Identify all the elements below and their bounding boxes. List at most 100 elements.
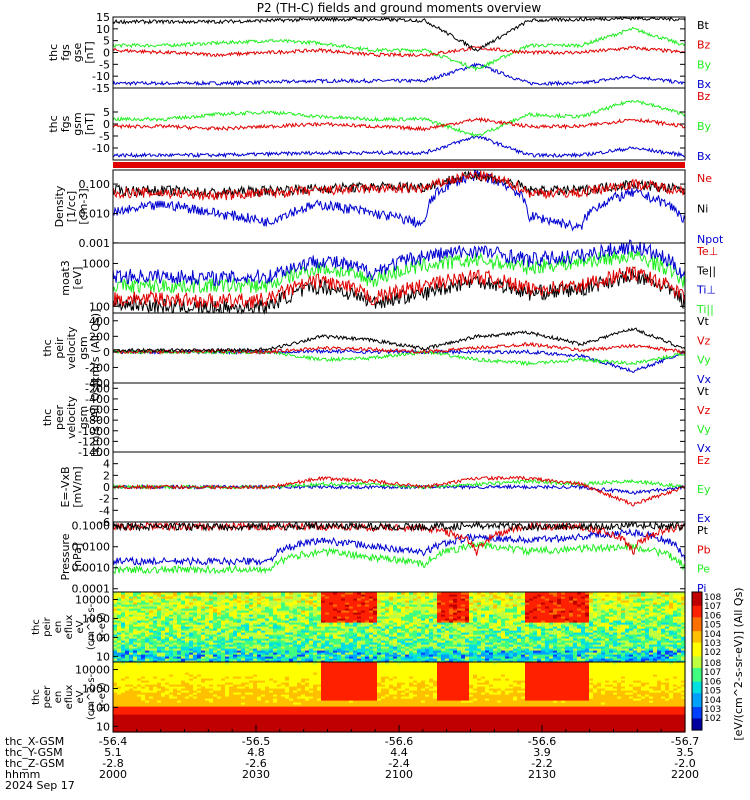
spectro-cell [545, 608, 550, 611]
spectro-cell [533, 632, 538, 635]
spectro-cell [209, 594, 214, 597]
spectro-cell [145, 620, 150, 623]
spectro-cell [277, 656, 282, 659]
spectro-cell [125, 594, 130, 597]
legend-efield-Ey: Ey [697, 483, 711, 496]
spectro-cell [177, 634, 182, 637]
spectro-cell [321, 630, 326, 633]
spectro-cell [317, 600, 322, 603]
spectro-cell [317, 592, 322, 595]
spectro-cell [609, 632, 614, 635]
spectro-cell [321, 622, 326, 625]
spectro-cell [165, 660, 170, 663]
spectro-cell [605, 610, 610, 613]
spectro-cell [453, 608, 458, 611]
y-tick-label: 1000 [82, 257, 110, 270]
spectro-cell [173, 602, 178, 605]
spectro-cell [649, 628, 654, 631]
spectro-cell [321, 624, 326, 627]
spectro-cell [641, 650, 646, 653]
spectro-cell [637, 650, 642, 653]
spectro-cell [465, 636, 470, 639]
spectro-cell [609, 638, 614, 641]
spectro-cell [273, 626, 278, 629]
spectro-cell [561, 598, 566, 601]
spectro-cell [585, 614, 590, 617]
spectro-cell [345, 604, 350, 607]
spectro-cell [245, 648, 250, 651]
spectro-cell [553, 650, 558, 653]
spectro-cell [113, 600, 118, 603]
spectro-cell [145, 656, 150, 659]
spectro-cell [525, 610, 530, 613]
spectro-cell [193, 626, 198, 629]
spectro-cell [285, 594, 290, 597]
spectro-cell [645, 592, 650, 595]
spectro-cell [157, 648, 162, 651]
spectro-cell [605, 624, 610, 627]
spectro-cell [521, 596, 526, 599]
spectro-cell [121, 636, 126, 639]
spectro-cell [249, 658, 254, 661]
spectro-cell [573, 658, 578, 661]
spectro-cell [509, 656, 514, 659]
spectro-cell [393, 644, 398, 647]
spectro-cell [257, 624, 262, 627]
spectro-cell [141, 608, 146, 611]
spectro-cell [557, 626, 562, 629]
spectro-cell [609, 652, 614, 655]
spectro-cell [605, 626, 610, 629]
spectro-cell [629, 640, 634, 643]
spectro-cell [341, 614, 346, 617]
spectro-cell [217, 648, 222, 651]
spectro-cell [153, 642, 158, 645]
spectro-cell [413, 610, 418, 613]
spectro-cell [553, 602, 558, 605]
spectro-cell [377, 618, 382, 621]
spectro-cell [277, 652, 282, 655]
spectro-cell [129, 642, 134, 645]
spectro-cell [621, 638, 626, 641]
spectro-cell [357, 652, 362, 655]
trace-density-Npot [112, 169, 686, 232]
spectro-cell [621, 642, 626, 645]
spectro-cell [581, 642, 586, 645]
y-axis-label: [mV/m] [71, 466, 84, 507]
spectro-cell [617, 606, 622, 609]
spectro-cell [577, 616, 582, 619]
spectro-cell [397, 622, 402, 625]
spectro-cell [369, 646, 374, 649]
spectro-cell [257, 608, 262, 611]
spectro-cell [281, 636, 286, 639]
legend-efield-Ex: Ex [697, 512, 711, 525]
spectro-cell [445, 620, 450, 623]
spectro-cell [601, 628, 606, 631]
spectro-cell [569, 642, 574, 645]
spectro-cell [325, 646, 330, 649]
spectro-cell [249, 604, 254, 607]
spectro-cell [305, 604, 310, 607]
spectro-cell [581, 658, 586, 661]
spectro-cell [117, 602, 122, 605]
spectro-cell [577, 634, 582, 637]
spectro-cell [265, 624, 270, 627]
spectro-cell [577, 658, 582, 661]
spectro-cell [449, 648, 454, 651]
spectro-cell [129, 596, 134, 599]
spectro-cell [521, 602, 526, 605]
spectro-cell [577, 604, 582, 607]
spectro-cell [545, 594, 550, 597]
spectro-cell [233, 610, 238, 613]
spectro-cell [161, 600, 166, 603]
spectro-cell [609, 658, 614, 661]
spectro-cell [397, 628, 402, 631]
spectro-cell [541, 602, 546, 605]
spectro-cell [313, 640, 318, 643]
spectro-cell [645, 624, 650, 627]
spectro-cell [149, 638, 154, 641]
spectro-cell [229, 628, 234, 631]
spectro-cell [621, 624, 626, 627]
spectro-cell [209, 652, 214, 655]
spectro-cell [173, 642, 178, 645]
spectro-cell [209, 644, 214, 647]
